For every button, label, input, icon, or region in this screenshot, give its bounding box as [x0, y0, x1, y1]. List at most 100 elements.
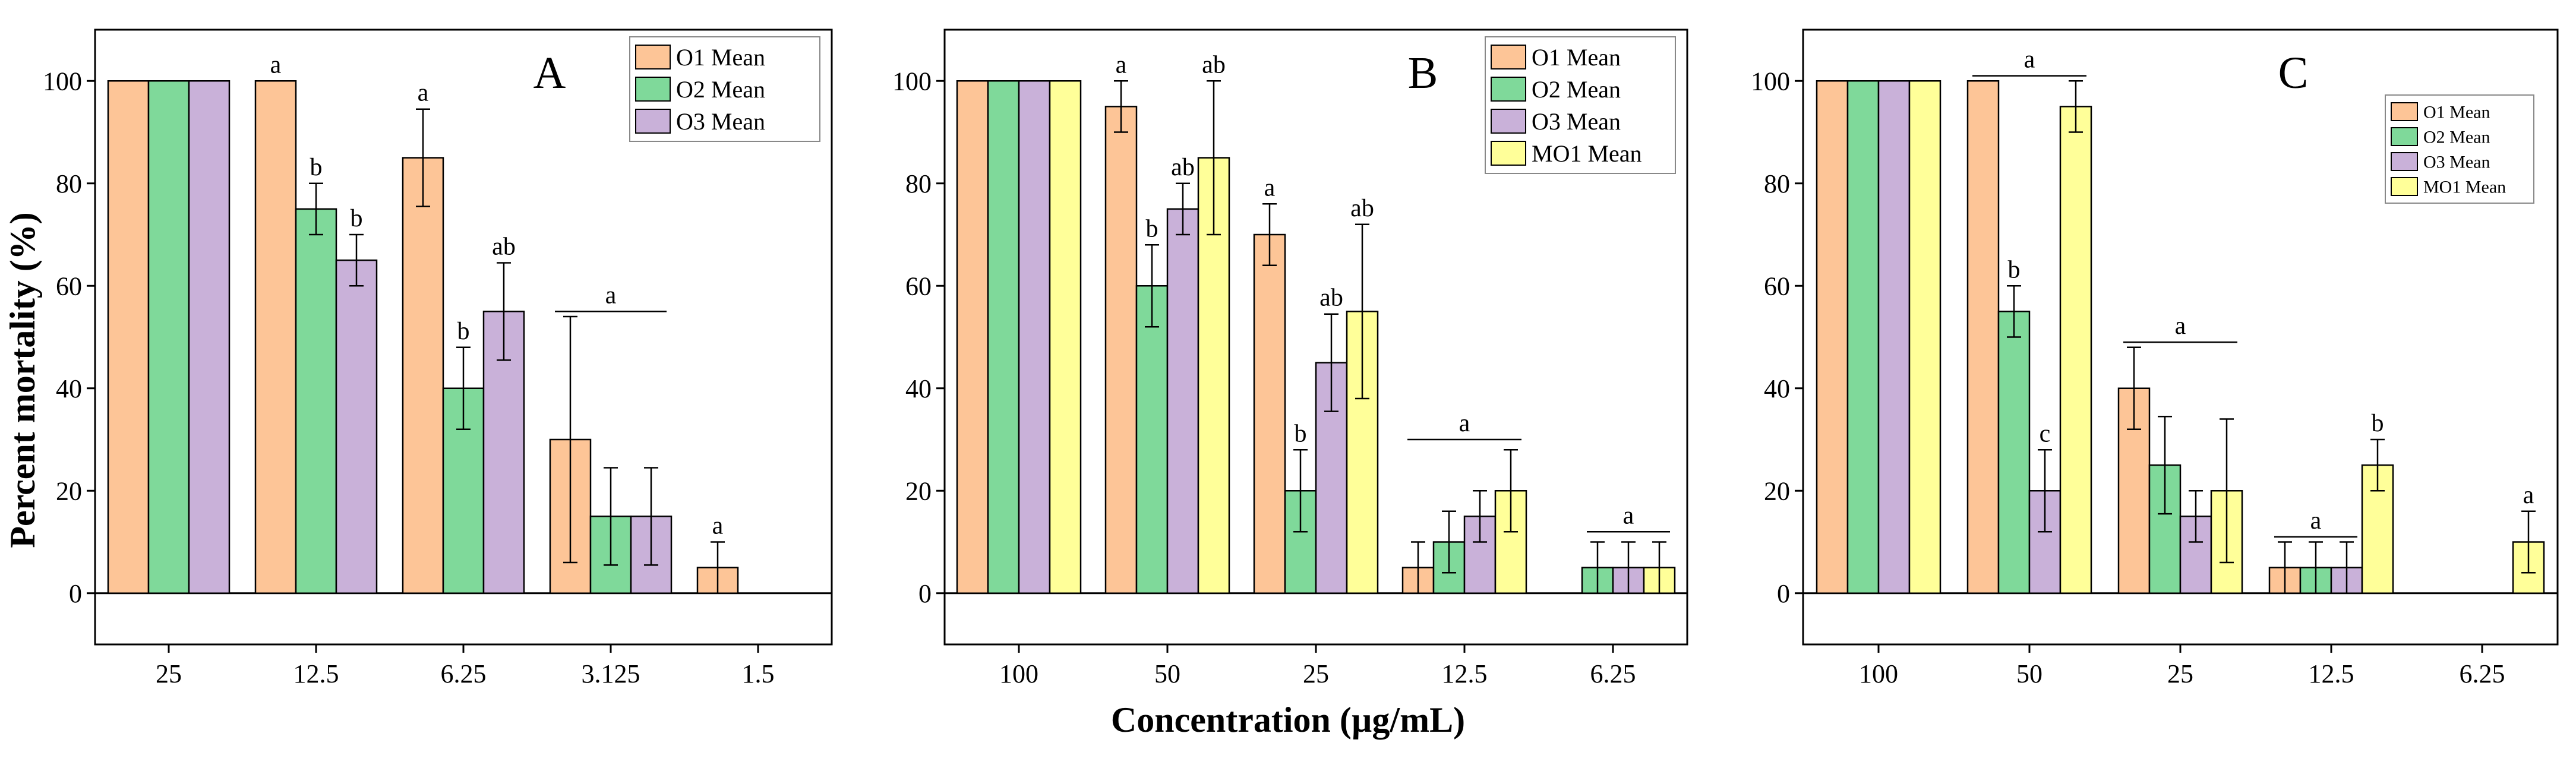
bracket-letter: a [2310, 507, 2322, 535]
bar-o2-mean [1997, 311, 2031, 594]
significance-letter: b [2008, 256, 2021, 283]
x-tick-label: 6.25 [1590, 659, 1636, 688]
significance-letter: ab [1350, 195, 1374, 222]
bar-o2-mean [1135, 285, 1169, 594]
x-axis-label: Concentration (µg/mL) [1111, 700, 1465, 739]
legend: O1 Mean O2 Mean O3 Mean MO1 Mean [1485, 36, 1676, 174]
y-tick-label: 60 [1764, 271, 1790, 301]
x-tick-label: 6.25 [441, 659, 487, 688]
y-tick-label: 60 [56, 271, 82, 301]
significance-letter: b [1295, 420, 1307, 447]
significance-letter: b [2372, 410, 2384, 437]
legend-swatch [2391, 127, 2418, 146]
x-tick-label: 50 [1154, 659, 1180, 688]
bar-o1-mean [1104, 106, 1138, 594]
y-tick-label: 20 [905, 476, 932, 505]
y-tick-label: 80 [905, 169, 932, 198]
legend-label: O1 Mean [2423, 103, 2490, 122]
y-tick-label: 80 [56, 169, 82, 198]
significance-letter: a [1264, 174, 1276, 201]
significance-letter: ab [1319, 284, 1343, 312]
y-tick-label: 0 [918, 579, 932, 608]
panel-letter: B [1408, 48, 1438, 98]
significance-letter: ab [1171, 154, 1195, 181]
bar-o1-mean [107, 80, 150, 594]
y-tick-label: 40 [905, 374, 932, 403]
y-tick-label: 100 [1751, 67, 1790, 96]
significance-letter: ab [492, 233, 516, 260]
bracket-letter: a [605, 282, 617, 309]
bar-o1-mean [402, 157, 444, 594]
x-tick-label: 3.125 [582, 659, 640, 688]
legend-swatch [1491, 109, 1526, 134]
panel-letter: C [2278, 48, 2309, 98]
bar-o1-mean [254, 80, 297, 594]
legend-swatch [1491, 45, 1526, 69]
legend-label: O3 Mean [1532, 108, 1621, 135]
legend-label: MO1 Mean [1532, 140, 1642, 167]
x-tick-label: 25 [2167, 659, 2193, 688]
bracket-letter: a [1623, 502, 1634, 529]
x-tick-label: 12.5 [293, 659, 339, 688]
bar-o2-mean [987, 80, 1020, 594]
legend: O1 Mean O2 Mean O3 Mean [629, 36, 820, 142]
x-tick-label: 50 [2016, 659, 2043, 688]
bracket-letter: a [2175, 312, 2186, 340]
x-tick-label: 1.5 [742, 659, 775, 688]
bar-mo1-mean [2059, 106, 2092, 594]
y-tick-label: 40 [56, 374, 82, 403]
significance-letter: c [2040, 420, 2051, 447]
bracket-letter: a [1459, 410, 1470, 437]
significance-letter: a [2523, 482, 2534, 509]
bar-o3-mean [188, 80, 231, 594]
significance-letter: a [712, 513, 724, 540]
significance-letter: b [351, 205, 363, 232]
bar-mo1-mean [1908, 80, 1942, 594]
panel-c: 0 20 40 60 80 100 100 50 25 12.5 6.25 b c b a a a a C O1 Me… [1751, 29, 2559, 688]
legend-label: O3 Mean [676, 108, 765, 135]
legend-swatch [1491, 77, 1526, 102]
y-tick-label: 40 [1764, 374, 1790, 403]
panel-letter: A [533, 48, 566, 98]
legend: O1 Mean O2 Mean O3 Mean MO1 Mean [2385, 94, 2534, 204]
legend-label: O2 Mean [2423, 128, 2490, 147]
significance-letter: a [270, 51, 282, 78]
y-tick-label: 20 [56, 476, 82, 505]
x-tick-label: 25 [1303, 659, 1329, 688]
legend-swatch [2391, 177, 2418, 196]
legend-swatch [635, 109, 671, 134]
significance-letter: b [1146, 215, 1158, 242]
bar-mo1-mean [2361, 464, 2394, 594]
x-tick-label: 25 [156, 659, 182, 688]
legend-label: O2 Mean [676, 76, 765, 103]
significance-letter: a [418, 80, 429, 107]
y-tick-label: 100 [892, 67, 932, 96]
bar-o3-mean [1166, 208, 1199, 594]
x-tick-label: 12.5 [1442, 659, 1488, 688]
x-tick-label: 6.25 [2460, 659, 2505, 688]
significance-letter: b [457, 318, 470, 345]
bar-o2-mean [295, 208, 337, 594]
x-tick-label: 100 [999, 659, 1038, 688]
legend-swatch [635, 45, 671, 69]
bar-o3-mean [335, 259, 378, 594]
legend-swatch [635, 77, 671, 102]
legend-label: O2 Mean [1532, 76, 1621, 103]
x-tick-label: 100 [1859, 659, 1898, 688]
bar-mo1-mean [1049, 80, 1082, 594]
legend-swatch [1491, 141, 1526, 166]
legend-label: O3 Mean [2423, 153, 2490, 172]
y-tick-label: 60 [905, 271, 932, 301]
y-tick-label: 0 [1777, 579, 1790, 608]
legend-label: MO1 Mean [2423, 178, 2506, 197]
significance-letter: a [1116, 51, 1127, 78]
bar-o1-mean [1253, 233, 1286, 594]
bracket-letter: a [2024, 46, 2035, 74]
y-tick-label: 100 [43, 67, 82, 96]
y-tick-label: 80 [1764, 169, 1790, 198]
bar-o2-mean [1846, 80, 1880, 594]
legend-swatch [2391, 152, 2418, 171]
bar-o3-mean [1018, 80, 1051, 594]
